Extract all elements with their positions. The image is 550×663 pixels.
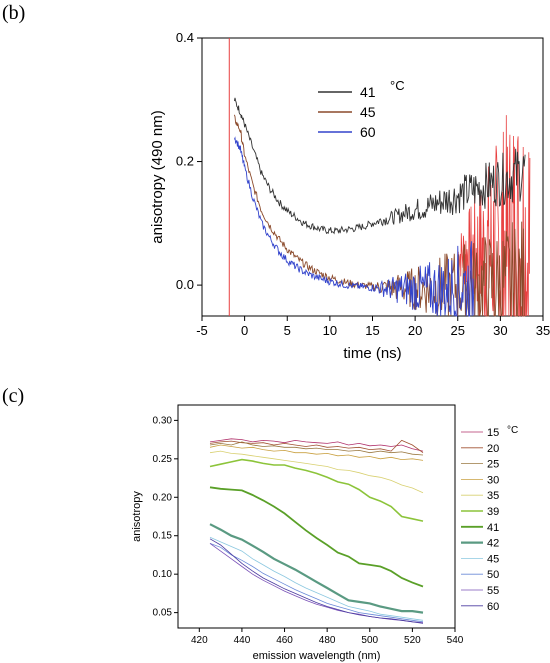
series-line-c-42 — [209, 523, 424, 614]
legend-unit-c: °C — [507, 425, 518, 436]
series-line-b-60 — [233, 136, 475, 317]
series-line-c-41 — [209, 486, 424, 588]
x-tick-label-c: 420 — [191, 635, 208, 646]
x-axis-label-c: emission wavelength (nm) — [253, 650, 381, 662]
x-tick-label-b: 30 — [493, 323, 507, 338]
legend-label-c-20: 20 — [487, 443, 499, 455]
series-line-b-41 — [233, 97, 526, 235]
legend-label-c-25: 25 — [487, 459, 499, 471]
x-tick-label-b: -5 — [196, 323, 208, 338]
y-tick-label-b: 0.4 — [176, 30, 194, 45]
x-tick-label-c: 460 — [276, 635, 293, 646]
y-tick-label-c: 0.25 — [153, 454, 173, 465]
y-tick-label-b: 0.2 — [176, 154, 194, 169]
legend-label-b-41: 41 — [360, 84, 376, 100]
legend-label-b-45: 45 — [360, 104, 376, 120]
y-tick-label-b: 0.0 — [176, 277, 194, 292]
x-tick-label-b: 0 — [241, 323, 248, 338]
x-tick-label-b: 10 — [323, 323, 337, 338]
y-axis-label-c: anisotropy — [131, 491, 143, 542]
series-line-c-15 — [209, 438, 424, 452]
plot-frame-c — [177, 404, 456, 629]
legend-label-c-60: 60 — [487, 601, 499, 613]
x-axis-label-b: time (ns) — [343, 345, 401, 362]
y-tick-label-c: 0.05 — [153, 608, 173, 619]
series-line-c-60 — [209, 538, 424, 624]
x-tick-label-c: 520 — [404, 635, 421, 646]
legend-unit-b: °C — [390, 78, 405, 93]
x-tick-label-c: 480 — [319, 635, 336, 646]
legend-label-c-30: 30 — [487, 474, 499, 486]
legend-label-c-41: 41 — [487, 522, 499, 534]
series-line-c-45 — [209, 536, 424, 621]
series-line-b-45 — [233, 114, 526, 317]
x-tick-label-c: 500 — [361, 635, 378, 646]
series-line-c-55 — [209, 543, 424, 623]
y-tick-label-c: 0.30 — [153, 415, 173, 426]
legend-label-c-39: 39 — [487, 506, 499, 518]
x-tick-label-b: 35 — [536, 323, 550, 338]
series-line-c-39 — [209, 458, 424, 522]
series-line-c-35 — [209, 450, 424, 494]
legend-label-b-60: 60 — [360, 124, 376, 140]
y-axis-label-b: anisotropy (490 nm) — [149, 110, 166, 243]
y-tick-label-c: 0.20 — [153, 492, 173, 503]
legend-label-c-15: 15 — [487, 427, 499, 439]
y-tick-label-c: 0.15 — [153, 531, 173, 542]
legend-label-c-50: 50 — [487, 569, 499, 581]
series-line-c-25 — [209, 441, 424, 456]
x-tick-label-c: 540 — [447, 635, 464, 646]
series-line-c-30 — [209, 444, 424, 461]
x-tick-label-b: 20 — [408, 323, 422, 338]
legend-label-c-42: 42 — [487, 538, 499, 550]
x-tick-label-b: 25 — [451, 323, 465, 338]
legend-label-c-55: 55 — [487, 585, 499, 597]
panel-label-c: (c) — [2, 385, 25, 407]
legend-label-c-45: 45 — [487, 553, 499, 565]
noise-trace-red — [457, 115, 531, 317]
y-tick-label-c: 0.10 — [153, 569, 173, 580]
x-tick-label-b: 15 — [365, 323, 379, 338]
legend-label-c-35: 35 — [487, 490, 499, 502]
x-tick-label-b: 5 — [284, 323, 291, 338]
panel-label-b: (b) — [2, 2, 26, 24]
series-line-c-50 — [209, 543, 424, 623]
x-tick-label-c: 440 — [234, 635, 251, 646]
